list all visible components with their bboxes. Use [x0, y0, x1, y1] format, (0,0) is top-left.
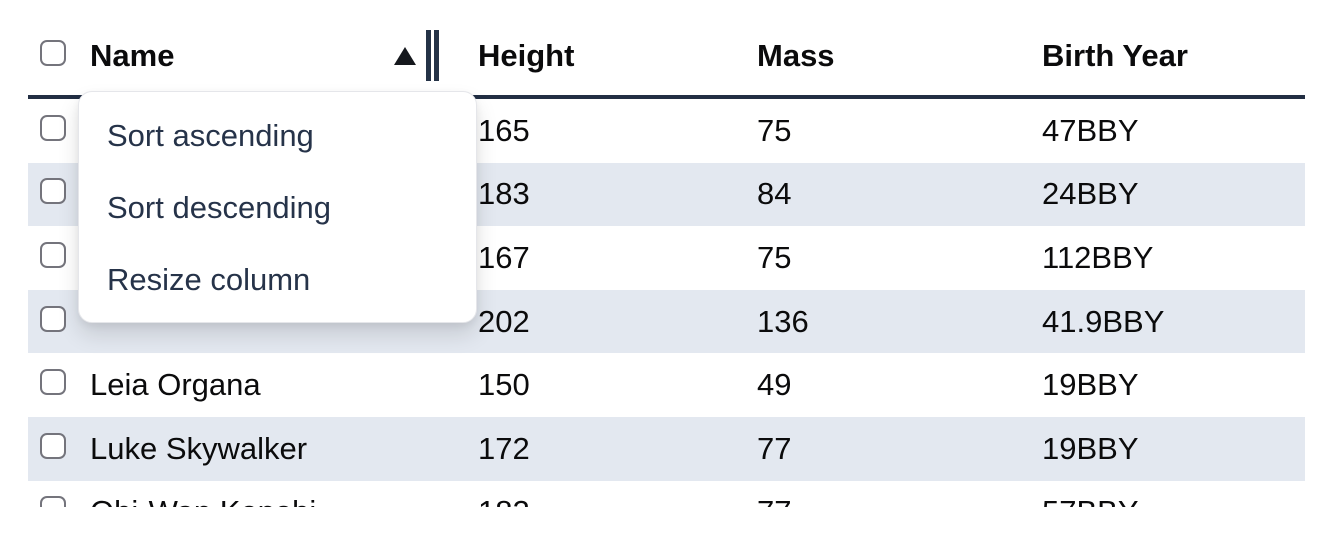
- row-checkbox[interactable]: [40, 305, 66, 332]
- table-row: Luke Skywalker 172 77 19BBY: [28, 416, 1305, 481]
- column-resize-handle[interactable]: [426, 30, 439, 81]
- row-checkbox[interactable]: [40, 178, 66, 205]
- cell-mass: 77: [757, 430, 792, 466]
- table-row: 202 136 41.9BBY: [28, 289, 1305, 354]
- menu-item-sort-ascending[interactable]: Sort ascending: [107, 118, 314, 153]
- header-checkbox-cell: [28, 38, 90, 74]
- cell-height: 182: [478, 494, 757, 507]
- cell-name: Luke Skywalker: [90, 430, 308, 466]
- cell-height: 172: [478, 430, 530, 466]
- row-checkbox[interactable]: [40, 241, 66, 268]
- cell-mass: 136: [757, 303, 809, 339]
- column-header-birth-year[interactable]: Birth Year: [1042, 37, 1188, 73]
- sort-ascending-icon: [394, 46, 416, 65]
- cell-birth-year: 47BBY: [1042, 112, 1139, 148]
- cell-mass: 75: [757, 112, 792, 148]
- row-checkbox[interactable]: [40, 114, 66, 141]
- row-checkbox[interactable]: [40, 496, 66, 507]
- menu-item-sort-descending[interactable]: Sort descending: [107, 190, 332, 225]
- table-row: Obi-Wan Kenobi 182 77 57BBY: [28, 481, 1305, 507]
- menu-item-resize-column[interactable]: Resize column: [107, 262, 311, 297]
- cell-height: 202: [478, 303, 530, 339]
- cell-mass: 84: [757, 176, 792, 212]
- cell-name: Leia Organa: [90, 367, 261, 403]
- table-row: Leia Organa 150 49 19BBY: [28, 353, 1305, 417]
- cell-height: 150: [478, 367, 530, 403]
- row-checkbox[interactable]: [40, 369, 66, 396]
- table-row: 165 75 47BBY: [28, 99, 1305, 163]
- cell-height: 167: [478, 239, 530, 275]
- column-label-name: Name: [90, 37, 175, 73]
- cell-mass: 77: [757, 494, 1042, 507]
- row-checkbox[interactable]: [40, 432, 66, 459]
- cell-birth-year: 57BBY: [1042, 494, 1305, 507]
- cell-birth-year: 24BBY: [1042, 176, 1139, 212]
- table-header: Name Height Mass Birth Year: [28, 0, 1305, 99]
- resize-bar-icon: [434, 30, 439, 81]
- cell-mass: 75: [757, 239, 792, 275]
- select-all-checkbox[interactable]: [40, 39, 66, 66]
- column-header-mass[interactable]: Mass: [757, 37, 835, 73]
- data-table: Name Height Mass Birth Year 165 75 47BBY: [28, 0, 1305, 507]
- cell-birth-year: 19BBY: [1042, 430, 1139, 466]
- table-body: 165 75 47BBY 183 84 24BBY 167 75 112BBY: [28, 99, 1305, 507]
- cell-birth-year: 19BBY: [1042, 367, 1139, 403]
- cell-mass: 49: [757, 367, 792, 403]
- cell-height: 165: [478, 112, 530, 148]
- table-viewport: Name Height Mass Birth Year 165 75 47BBY: [28, 0, 1305, 507]
- resize-bar-icon: [426, 30, 431, 81]
- column-header-height[interactable]: Height: [478, 37, 575, 73]
- cell-birth-year: 41.9BBY: [1042, 303, 1165, 339]
- table-row: 167 75 112BBY: [28, 226, 1305, 290]
- cell-height: 183: [478, 176, 530, 212]
- column-header-name[interactable]: Name: [90, 16, 478, 95]
- column-context-menu: Sort ascending Sort descending Resize co…: [78, 91, 477, 323]
- cell-birth-year: 112BBY: [1042, 239, 1154, 275]
- cell-name: Obi-Wan Kenobi: [90, 494, 478, 507]
